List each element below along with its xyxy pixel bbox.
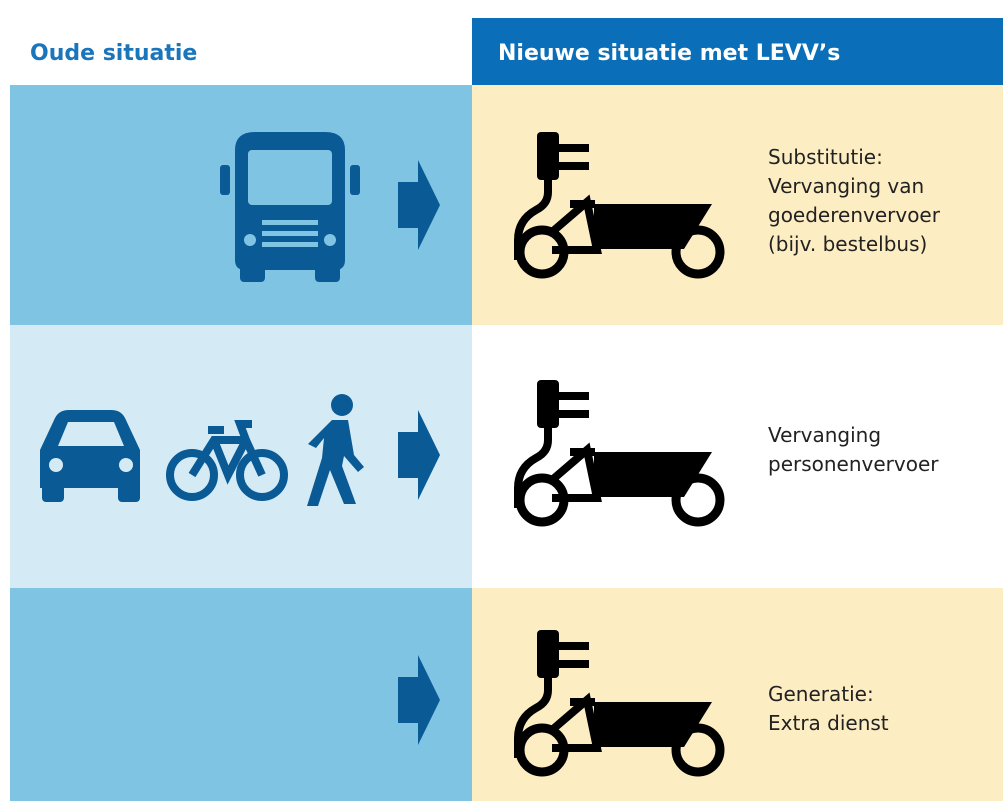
- car-icon: [40, 410, 140, 502]
- truck-icon: [220, 132, 360, 282]
- row-text: Vervanging: [768, 423, 881, 447]
- row-text: (bijv. bestelbus): [768, 232, 927, 256]
- row-bg: [472, 325, 1003, 588]
- right-header: Nieuwe situatie met LEVV’s: [498, 41, 840, 66]
- row-bg: [472, 85, 1003, 325]
- row-text: Substitutie:: [768, 145, 883, 169]
- row-text: Generatie:: [768, 682, 874, 706]
- row-text: personenvervoer: [768, 452, 939, 476]
- pedestrian-icon: [307, 394, 364, 506]
- right-header-bg: [472, 18, 1003, 85]
- row-text: Extra dienst: [768, 711, 889, 735]
- row-text: Vervanging van: [768, 174, 924, 198]
- left-header: Oude situatie: [30, 41, 197, 66]
- row-bg: [10, 588, 472, 801]
- row-text: goederenvervoer: [768, 203, 941, 227]
- bike-icon: [166, 420, 288, 501]
